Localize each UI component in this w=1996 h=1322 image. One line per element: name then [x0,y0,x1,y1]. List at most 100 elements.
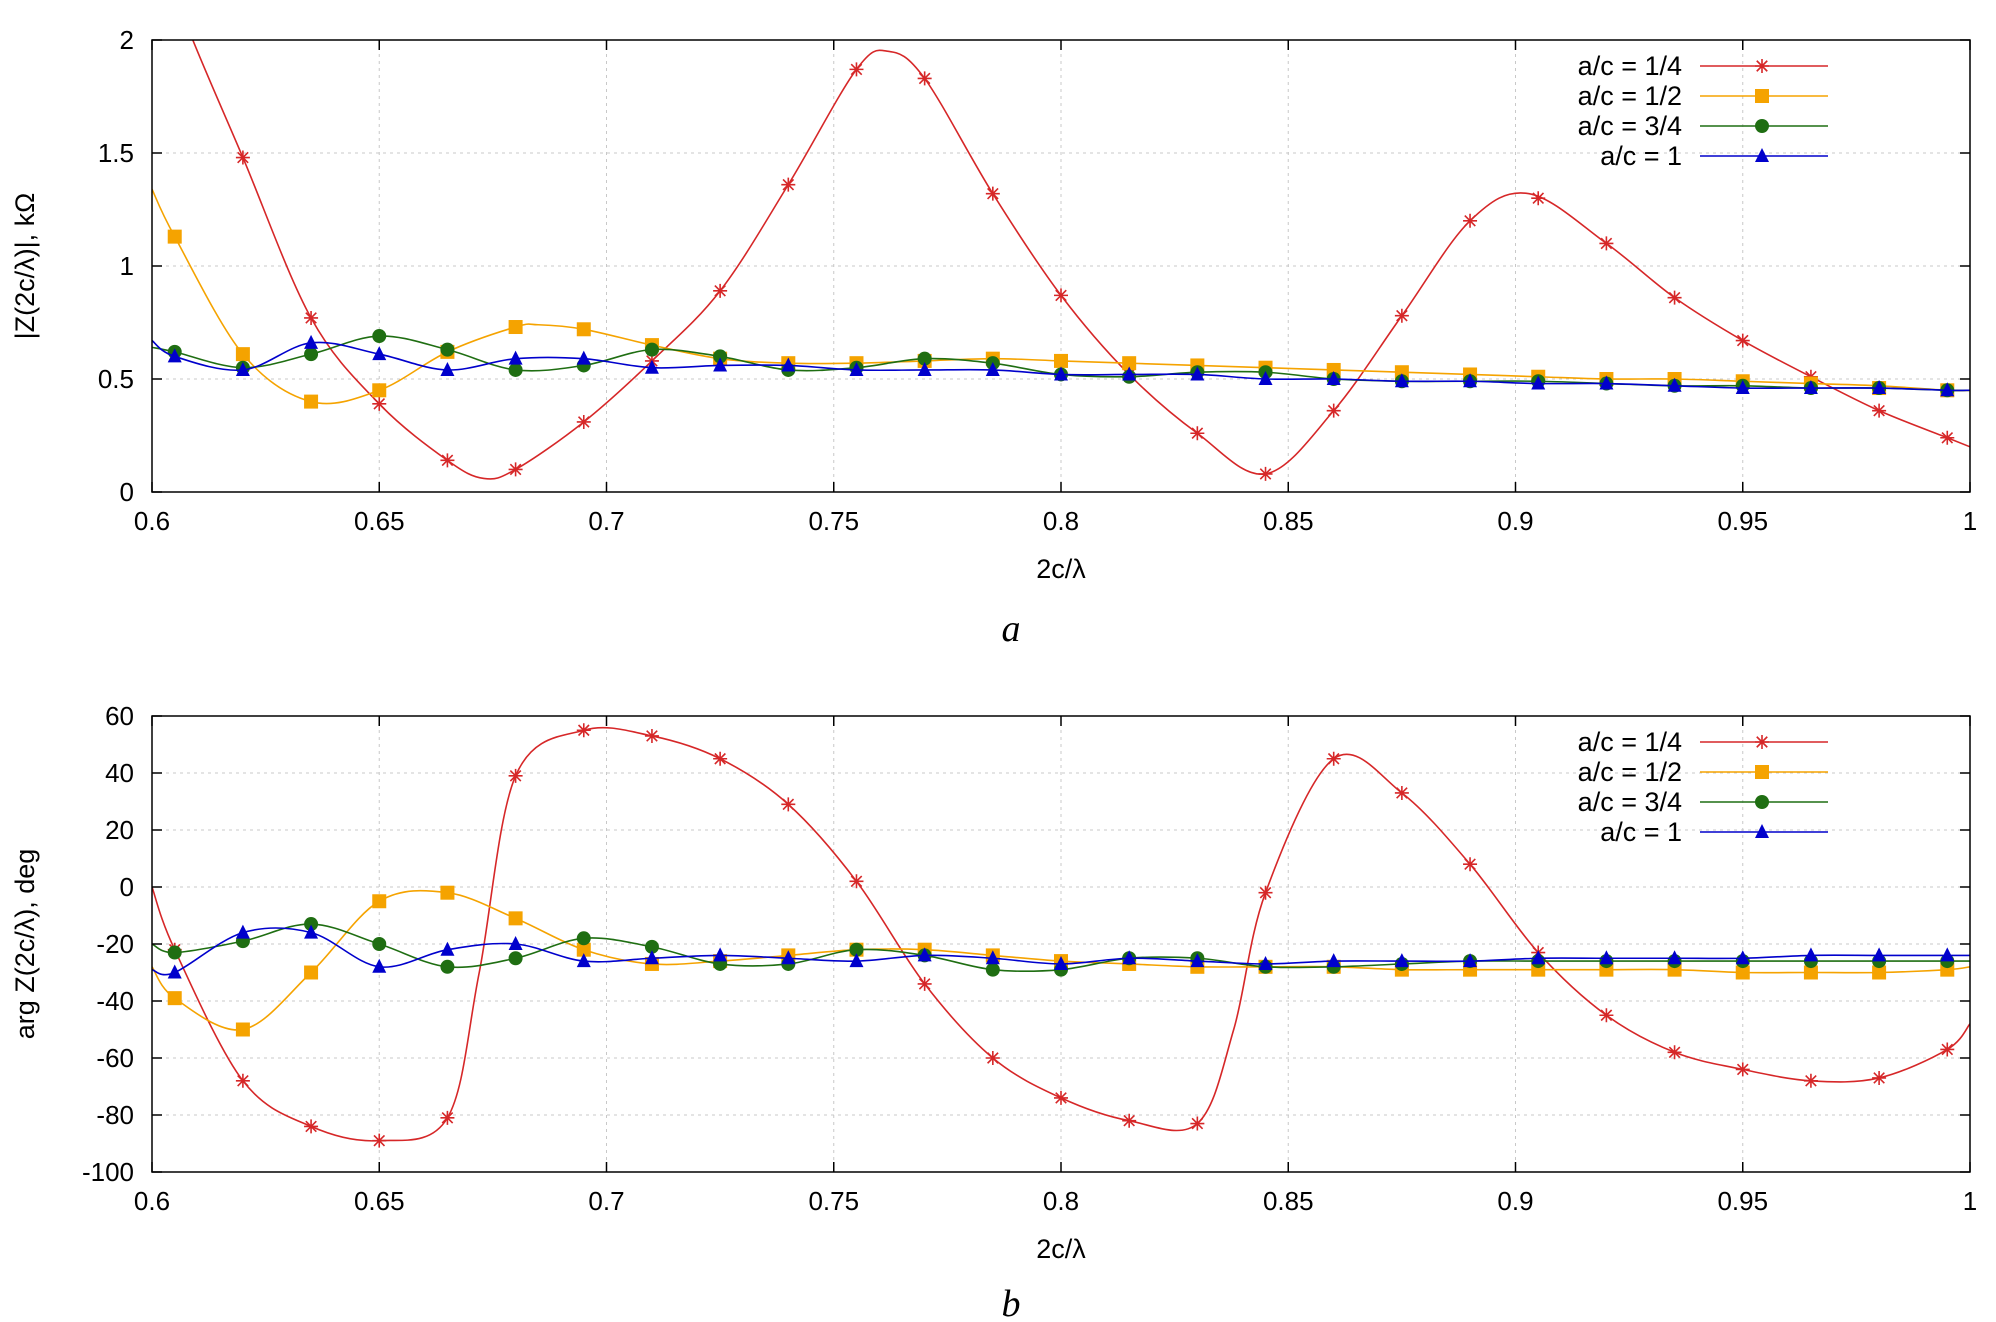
x-tick-label: 0.8 [1043,506,1079,536]
legend-marker [1755,824,1769,838]
legend-item-a-c-1: a/c = 1 [1600,817,1828,847]
data-point-a-c-1 [1940,947,1955,962]
data-point-a-c-1 [1531,375,1546,390]
data-point-a-c-1 [440,941,455,956]
y-tick-label: -100 [82,1157,134,1187]
legend-item-a-c-1: a/c = 1 [1600,141,1828,171]
x-tick-label: 0.7 [588,1186,624,1216]
data-point-a-c-1 [304,334,319,349]
data-point-a-c-1-4 [372,396,387,411]
series-a [152,40,1970,481]
data-point-a-c-1-2 [1803,965,1818,980]
data-point-a-c-1 [1326,953,1341,968]
x-tick-label: 0.75 [808,506,859,536]
legend-b: a/c = 1/4a/c = 1/2a/c = 3/4a/c = 1 [1578,727,1828,847]
data-point-a-c-1-2 [167,229,182,244]
data-point-a-c-1 [1599,375,1614,390]
data-point-a-c-1 [235,361,250,376]
data-point-a-c-1 [1258,371,1273,385]
data-point-a-c-1-2 [304,965,319,980]
y-axis-title-a: |Z(2c/λ)|, kΩ [10,193,40,340]
panel-b: 0.6 0.65 0.7 0.75 0.8 0.85 0.9 0.95 1 -100 -80 -60 -… [10,701,1977,1322]
data-point-a-c-1-4 [1667,290,1682,305]
x-tick-label: 0.85 [1263,1186,1314,1216]
data-point-a-c-1-4 [1735,333,1750,348]
data-point-a-c-1-4 [781,797,796,812]
legend-a: a/c = 1/4a/c = 1/2a/c = 3/4a/c = 1 [1578,51,1828,171]
y-tick-label: 60 [105,701,134,731]
data-point-a-c-1-4 [849,62,864,77]
data-point-a-c-1 [1054,955,1068,970]
x-tick-label: 1 [1963,506,1977,536]
data-point-a-c-1 [576,350,591,365]
data-point-a-c-1 [1940,382,1955,397]
data-point-a-c-1-4 [508,462,523,477]
x-tick-label: 0.9 [1497,1186,1533,1216]
data-point-a-c-1-2 [576,322,591,337]
data-point-a-c-1 [1531,950,1546,965]
data-point-a-c-1-4 [372,1133,387,1148]
data-point-a-c-1-4 [1258,885,1273,900]
data-point-a-c-1 [1054,366,1068,381]
data-point-a-c-1 [1122,950,1137,965]
data-point-a-c-1-4 [1122,1113,1137,1128]
panel-caption-b: b [1002,1283,1021,1322]
data-point-a-c-1-4 [304,1119,319,1134]
markers-a-c-1-a [167,334,1955,397]
data-point-a-c-1 [781,357,796,372]
y-tick-label: 0 [120,872,134,902]
x-tick-label: 0.95 [1717,506,1768,536]
data-point-a-c-1-4 [1872,1070,1887,1085]
data-point-a-c-1 [917,361,932,376]
data-point-a-c-1-4 [1326,751,1341,766]
data-point-a-c-1 [644,359,659,374]
data-point-a-c-1-4 [576,723,591,738]
data-point-a-c-1-4 [576,414,591,429]
legend-marker [1755,148,1769,162]
y-tick-label: -20 [96,929,134,959]
data-point-a-c-1-4 [917,976,932,991]
data-point-a-c-1-4 [440,453,455,468]
legend-item-a-c-3-4: a/c = 3/4 [1578,787,1828,817]
data-point-a-c-1-4 [1190,1116,1205,1131]
data-point-a-c-1-2 [508,320,523,335]
data-point-a-c-1-4 [235,150,250,165]
data-point-a-c-1-4 [849,874,864,889]
legend-item-a-c-1-4: a/c = 1/4 [1578,727,1828,757]
data-point-a-c-1-2 [372,383,387,398]
data-point-a-c-3-4 [713,349,728,364]
data-point-a-c-1-4 [1326,403,1341,418]
data-point-a-c-3-4 [508,362,523,377]
x-axis-title-a: 2c/λ [1036,554,1086,584]
data-point-a-c-3-4 [372,329,387,344]
x-tick-label: 0.65 [354,1186,405,1216]
x-tick-label: 0.9 [1497,506,1533,536]
data-point-a-c-1 [1394,953,1409,968]
data-point-a-c-1-4 [1872,403,1887,418]
data-point-a-c-1-4 [508,768,523,783]
y-tick-label: 0 [120,477,134,507]
data-point-a-c-3-4 [644,342,659,357]
x-tick-label: 0.95 [1717,1186,1768,1216]
data-point-a-c-1-4 [1054,1090,1068,1105]
panel-caption-a: a [1002,608,1021,650]
legend-marker [1755,59,1769,73]
y-tick-label: 0.5 [98,364,134,394]
series-b [152,723,1970,1148]
data-point-a-c-1 [849,953,864,968]
data-point-a-c-3-4 [440,959,455,974]
y-tick-label: -40 [96,986,134,1016]
data-point-a-c-1 [713,357,728,372]
data-point-a-c-1-4 [440,1110,455,1125]
data-point-a-c-3-4 [644,939,659,954]
y-tick-label: -80 [96,1100,134,1130]
data-point-a-c-1 [440,361,455,376]
y-tick-label: 1 [120,251,134,281]
data-point-a-c-1-2 [508,911,523,926]
series-group-b [152,723,1970,1148]
data-point-a-c-1-4 [1394,785,1409,800]
data-point-a-c-1 [1735,380,1750,395]
data-point-a-c-1 [235,924,250,939]
data-point-a-c-1-4 [1940,1042,1955,1057]
data-point-a-c-1 [985,361,1000,376]
